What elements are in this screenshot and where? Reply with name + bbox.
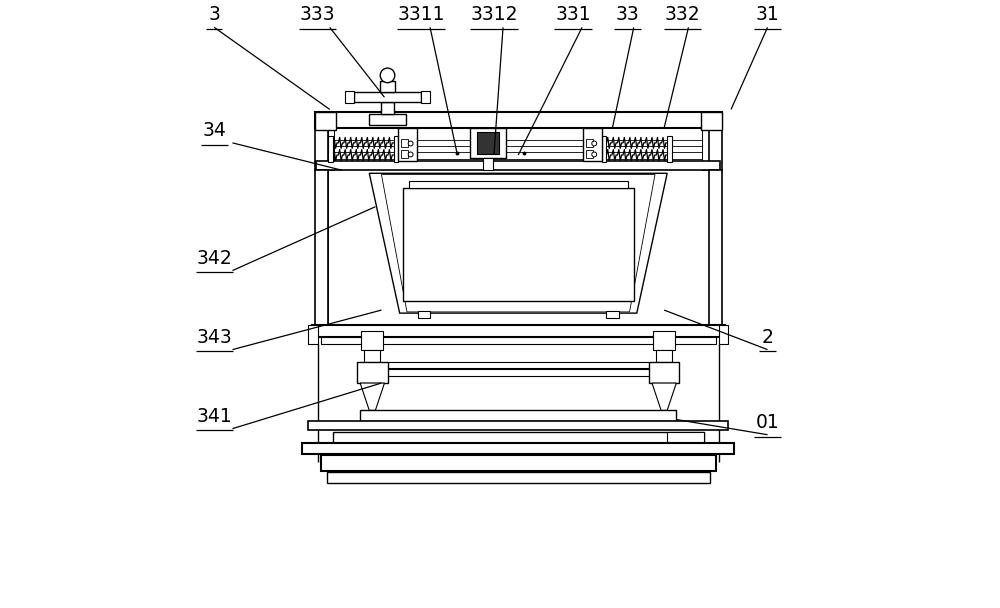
Text: 332: 332 (665, 5, 700, 24)
Bar (394, 136, 398, 162)
Text: 3311: 3311 (397, 5, 445, 24)
Bar (421, 91, 430, 103)
Bar (328, 112, 334, 170)
Bar (418, 311, 430, 318)
Polygon shape (381, 174, 655, 312)
Bar (315, 112, 328, 170)
Bar (321, 337, 716, 344)
Bar (653, 331, 675, 350)
Bar (321, 455, 716, 471)
Circle shape (592, 152, 597, 157)
Bar (381, 102, 394, 114)
Bar (361, 331, 383, 350)
Text: 341: 341 (196, 407, 232, 426)
Text: 33: 33 (616, 5, 640, 24)
Bar (719, 325, 728, 344)
Bar (354, 92, 421, 102)
Text: 34: 34 (202, 121, 226, 140)
Polygon shape (360, 383, 384, 410)
Bar (401, 150, 408, 158)
Circle shape (592, 141, 597, 146)
Bar (315, 170, 328, 325)
Text: 343: 343 (196, 328, 232, 347)
Bar (656, 350, 672, 362)
Bar (369, 114, 406, 125)
Circle shape (408, 152, 413, 157)
Bar (709, 170, 722, 325)
Bar (649, 362, 679, 383)
Bar (409, 181, 628, 188)
Bar (673, 449, 698, 455)
Bar (586, 150, 593, 158)
Text: 333: 333 (300, 5, 335, 24)
Text: 3312: 3312 (470, 5, 518, 24)
Bar (702, 112, 709, 170)
Text: 331: 331 (555, 5, 591, 24)
Bar (357, 362, 388, 383)
Polygon shape (369, 173, 667, 313)
Bar (316, 161, 720, 170)
Bar (586, 139, 593, 147)
Bar (302, 443, 734, 454)
Bar (308, 325, 318, 344)
Text: 31: 31 (756, 5, 779, 24)
Bar (477, 132, 499, 154)
Bar (398, 128, 417, 161)
Bar (308, 421, 728, 430)
Bar (470, 128, 506, 158)
Bar (701, 112, 722, 130)
Circle shape (408, 141, 413, 146)
Bar (360, 410, 676, 421)
Bar (312, 325, 725, 337)
Bar (345, 91, 354, 103)
Bar (583, 128, 602, 161)
Text: 3: 3 (208, 5, 220, 24)
Bar (315, 112, 336, 130)
Text: 342: 342 (196, 249, 232, 268)
Bar (709, 112, 722, 170)
Polygon shape (652, 383, 676, 410)
Bar (380, 81, 395, 92)
Bar (403, 188, 634, 301)
Bar (606, 311, 619, 318)
Bar (483, 158, 493, 170)
Bar (333, 432, 704, 443)
Bar (602, 136, 606, 162)
Bar (364, 350, 380, 362)
Text: 01: 01 (756, 413, 779, 432)
Bar (667, 432, 704, 449)
Text: 2: 2 (762, 328, 773, 347)
Bar (328, 136, 333, 162)
Bar (315, 112, 722, 128)
Circle shape (380, 68, 395, 83)
Bar (327, 472, 710, 483)
Bar (401, 139, 408, 147)
Bar (667, 136, 672, 162)
